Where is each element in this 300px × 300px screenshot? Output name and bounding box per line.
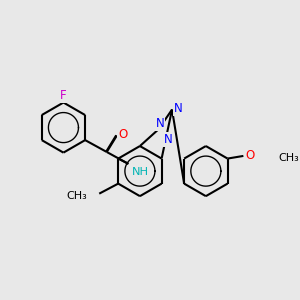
Text: CH₃: CH₃ xyxy=(278,153,299,163)
Text: CH₃: CH₃ xyxy=(67,191,87,201)
Text: N: N xyxy=(173,102,182,115)
Text: F: F xyxy=(60,88,67,102)
Text: NH: NH xyxy=(131,167,149,177)
Text: N: N xyxy=(155,117,164,130)
Text: N: N xyxy=(164,134,172,146)
Text: O: O xyxy=(118,128,127,141)
Text: O: O xyxy=(245,149,255,162)
